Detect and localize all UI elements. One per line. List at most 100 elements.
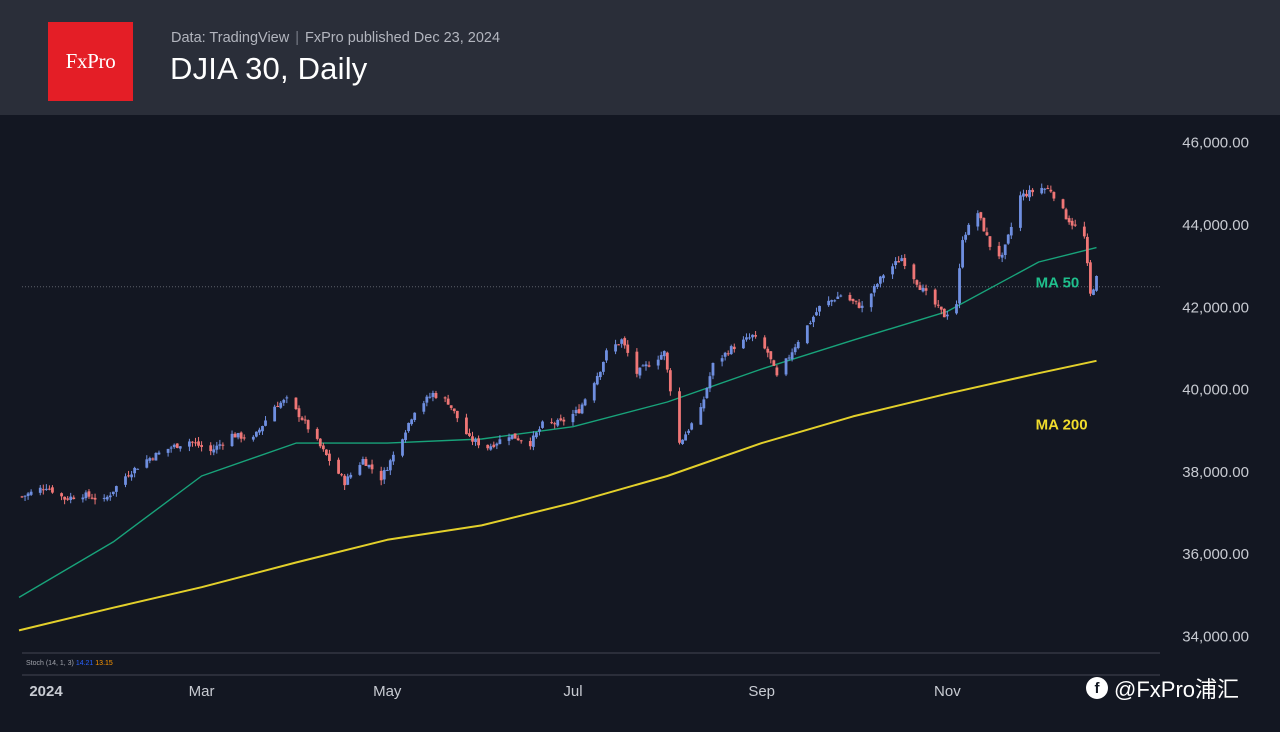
candle-up bbox=[69, 496, 73, 501]
candle-up bbox=[1009, 226, 1013, 236]
candle-down bbox=[988, 236, 992, 247]
candle-up bbox=[1003, 244, 1007, 256]
candle-up bbox=[361, 459, 365, 465]
candle-down bbox=[912, 264, 916, 280]
source-separator: | bbox=[295, 30, 299, 46]
candle-down bbox=[1061, 199, 1065, 209]
candle-down bbox=[492, 444, 496, 447]
candle-down bbox=[239, 432, 243, 439]
candle-down bbox=[1031, 189, 1034, 193]
candle-down bbox=[194, 442, 197, 444]
candle-down bbox=[315, 428, 319, 439]
candle-up bbox=[1006, 234, 1010, 244]
candle-down bbox=[63, 496, 67, 500]
candle-down bbox=[200, 445, 203, 447]
candle-down bbox=[1052, 192, 1056, 199]
candle-down bbox=[933, 289, 937, 305]
candle-down bbox=[626, 344, 630, 353]
candle-down bbox=[233, 433, 237, 438]
candle-down bbox=[191, 441, 194, 443]
stoch-k-value: 14.21 bbox=[76, 660, 95, 667]
candle-up bbox=[967, 224, 971, 235]
candle-up bbox=[507, 437, 511, 441]
candle-up bbox=[875, 284, 879, 287]
candle-down bbox=[175, 443, 179, 448]
candle-down bbox=[848, 294, 852, 301]
candle-down bbox=[775, 367, 779, 376]
candle-down bbox=[294, 397, 298, 410]
candle-down bbox=[51, 487, 54, 493]
candle-down bbox=[297, 408, 301, 418]
candle-down bbox=[306, 420, 310, 430]
candle-down bbox=[209, 445, 213, 452]
candle-up bbox=[955, 304, 958, 314]
candle-down bbox=[41, 489, 45, 491]
candle-up bbox=[751, 334, 754, 338]
candle-down bbox=[1049, 189, 1053, 192]
candle-up bbox=[891, 266, 894, 275]
candle-up bbox=[945, 314, 949, 317]
candle-up bbox=[178, 446, 182, 449]
x-tick-label: May bbox=[373, 683, 402, 700]
candle-down bbox=[678, 391, 681, 443]
candle-down bbox=[446, 398, 450, 405]
candle-up bbox=[166, 448, 170, 453]
candle-down bbox=[513, 433, 517, 439]
y-tick-label: 40,000.00 bbox=[1182, 382, 1249, 399]
candle-down bbox=[668, 370, 672, 392]
candle-up bbox=[1000, 254, 1004, 258]
candle-up bbox=[133, 467, 137, 474]
candle-up bbox=[882, 275, 885, 279]
candle-up bbox=[699, 407, 703, 425]
candle-up bbox=[285, 397, 289, 399]
candle-up bbox=[136, 468, 140, 470]
stoch-label: Stoch (14, 1, 3) 14.21 13.15 bbox=[26, 660, 113, 667]
y-tick-label: 42,000.00 bbox=[1182, 299, 1249, 316]
candle-down bbox=[623, 338, 627, 346]
candle-up bbox=[571, 413, 575, 423]
candle-down bbox=[318, 438, 322, 447]
candle-down bbox=[1089, 262, 1092, 294]
candle-up bbox=[346, 476, 350, 485]
candle-up bbox=[367, 464, 371, 468]
candle-down bbox=[303, 419, 307, 421]
candle-down bbox=[550, 422, 554, 424]
candle-down bbox=[1064, 209, 1068, 220]
candle-up bbox=[620, 339, 624, 344]
y-tick-label: 46,000.00 bbox=[1182, 135, 1249, 152]
candle-up bbox=[638, 367, 642, 376]
candle-up bbox=[111, 491, 115, 495]
candle-up bbox=[742, 339, 745, 349]
candle-up bbox=[401, 439, 404, 456]
candle-down bbox=[665, 352, 669, 370]
candle-down bbox=[985, 232, 989, 236]
candle-down bbox=[726, 353, 730, 355]
candle-up bbox=[958, 268, 961, 304]
candle-up bbox=[830, 300, 834, 302]
candle-down bbox=[516, 438, 520, 441]
candle-down bbox=[87, 491, 91, 497]
candle-down bbox=[939, 306, 943, 310]
candle-up bbox=[218, 444, 222, 446]
candle-down bbox=[328, 453, 331, 461]
candle-up bbox=[729, 346, 733, 355]
candle-up bbox=[273, 406, 277, 422]
candle-up bbox=[580, 404, 584, 414]
candle-up bbox=[659, 355, 663, 360]
candle-up bbox=[662, 351, 666, 357]
candle-down bbox=[519, 440, 523, 442]
candle-up bbox=[687, 430, 691, 433]
candle-up bbox=[836, 296, 840, 299]
candle-up bbox=[81, 497, 85, 500]
candle-up bbox=[681, 439, 684, 444]
ma50-label: MA 50 bbox=[1036, 275, 1080, 292]
candle-down bbox=[766, 348, 770, 353]
candle-down bbox=[471, 436, 474, 442]
candle-up bbox=[538, 429, 541, 432]
candle-up bbox=[702, 399, 706, 409]
candle-down bbox=[936, 304, 940, 306]
candle-up bbox=[1040, 187, 1044, 194]
candle-up bbox=[748, 337, 751, 339]
candle-up bbox=[894, 261, 898, 266]
